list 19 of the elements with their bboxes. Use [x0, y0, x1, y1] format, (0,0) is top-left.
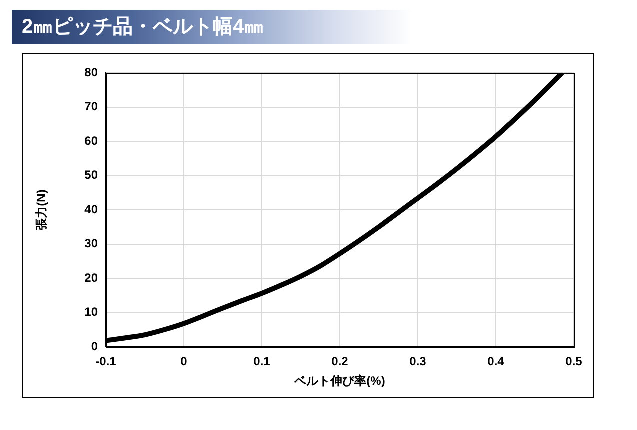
x-axis-title: ベルト伸び率(%)	[294, 374, 386, 388]
y-tick-label: 0	[91, 339, 98, 354]
x-tick-label: 0.1	[254, 354, 271, 369]
y-tick-label: 70	[84, 100, 98, 114]
y-tick-label: 20	[84, 270, 98, 285]
x-tick-label: 0.4	[488, 354, 505, 369]
y-tick-label: 40	[84, 202, 98, 216]
y-tick-label: 50	[84, 168, 98, 182]
y-tick-label: 80	[84, 65, 98, 80]
chart-title: 2㎜ピッチ品・ベルト幅4㎜	[22, 15, 264, 39]
x-tick-label: 0	[180, 354, 188, 369]
x-tick-label: 0.3	[410, 354, 427, 369]
y-tick-label: 30	[84, 236, 98, 251]
y-axis-title: 張力(N)	[34, 190, 49, 230]
y-tick-label: 10	[84, 305, 98, 320]
y-tick-label: 60	[84, 134, 98, 148]
x-tick-label: -0.1	[96, 354, 117, 369]
x-tick-label: 0.5	[566, 354, 583, 369]
x-tick-label: 0.2	[332, 354, 349, 369]
